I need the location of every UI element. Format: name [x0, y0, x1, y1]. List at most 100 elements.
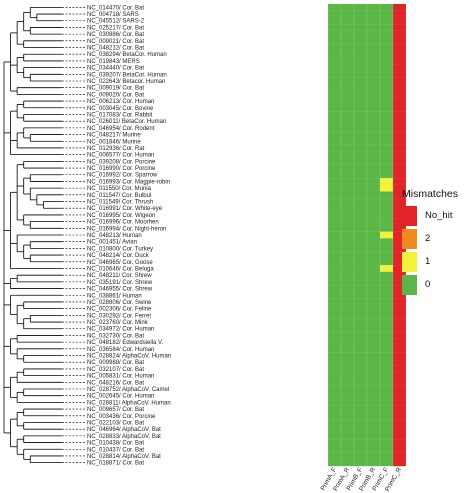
heatmap-cell [354, 198, 367, 206]
tip-label: NC_004718/ SARS [87, 12, 139, 18]
heatmap-cell [393, 452, 406, 460]
tip-leader-lines [62, 7, 86, 463]
heatmap-cell [341, 224, 354, 232]
heatmap-cell [328, 50, 341, 58]
tip-label: NC_046955/ Cor. Shrew [87, 287, 153, 293]
heatmap-cell [354, 432, 367, 440]
heatmap-cell [354, 338, 367, 346]
heatmap-cell [367, 4, 380, 11]
heatmap-cell [367, 191, 380, 199]
tip-label: NC_019843/ MERS [87, 59, 140, 65]
tip-label: NC_023760/ Cor. Mink [87, 320, 149, 326]
heatmap-cell [354, 452, 367, 460]
tip-label: NC_048217/ Murine [87, 133, 141, 139]
heatmap-cell [367, 64, 380, 72]
heatmap-cell [367, 432, 380, 440]
heatmap-cell [341, 50, 354, 58]
tip-label: NC_002645/ Cor. Human [87, 394, 154, 400]
legend-title: Mismatches [402, 188, 459, 200]
tip-label: NC_016992/ Cor. Sparrow [87, 173, 158, 179]
heatmap-cell [380, 452, 393, 460]
heatmap-cell [354, 17, 367, 25]
heatmap-cell [393, 131, 406, 139]
heatmap-cell [367, 77, 380, 85]
heatmap-cell [367, 30, 380, 38]
heatmap-cell [380, 425, 393, 433]
heatmap-cell [341, 164, 354, 172]
heatmap-cell [341, 399, 354, 406]
heatmap-cell [367, 365, 380, 373]
tip-label: NC_001846/ Murine [87, 139, 141, 145]
heatmap-cell [341, 378, 354, 386]
heatmap-cell [367, 405, 380, 413]
heatmap-cell [380, 365, 393, 373]
tip-label: NC_028814/ AlphaCoV. Bat [87, 454, 161, 460]
heatmap-cell [328, 372, 341, 380]
heatmap-cell [367, 392, 380, 400]
heatmap-cell [328, 365, 341, 373]
heatmap-cell [380, 124, 393, 132]
heatmap-cell [354, 91, 367, 98]
heatmap-cell [341, 445, 354, 453]
tip-label: NC_032730/ Cor. Bat [87, 333, 144, 339]
heatmap-cell [367, 345, 380, 353]
heatmap-cell [341, 111, 354, 118]
heatmap-cell [341, 84, 354, 92]
heatmap-cell [393, 151, 406, 159]
tip-label: NC_048213/ Human [87, 233, 142, 239]
heatmap-cell [341, 37, 354, 45]
heatmap-cell [328, 164, 341, 172]
heatmap-cell [341, 64, 354, 72]
heatmap-cell [380, 24, 393, 31]
legend-swatch [402, 228, 417, 249]
heatmap-cell [354, 425, 367, 433]
heatmap-cell [367, 325, 380, 333]
heatmap-cell [393, 84, 406, 92]
heatmap-cell [354, 164, 367, 172]
heatmap-cell [328, 265, 341, 272]
heatmap-cell [341, 405, 354, 413]
heatmap-cell [328, 245, 341, 252]
tip-label: NC_010800/ Cor. Turkey [87, 246, 153, 252]
mismatch-legend: Mismatches No_hit 2 1 0 [402, 188, 474, 296]
heatmap-cell [341, 184, 354, 192]
heatmap-cell [341, 305, 354, 313]
heatmap-cell [380, 4, 393, 11]
tip-label: NC_016996/ Cor. Moorhen [87, 220, 159, 226]
heatmap-cell [393, 332, 406, 339]
heatmap-cell [367, 198, 380, 206]
heatmap-cell [328, 378, 341, 386]
tip-label: NC_048216/ Cor. Bat [87, 380, 144, 386]
heatmap-cell [354, 30, 367, 38]
heatmap-cell [328, 278, 341, 286]
heatmap-cell [367, 218, 380, 226]
tip-label: NC_048211/ Cor. Shrew [87, 273, 152, 279]
heatmap-cell [354, 144, 367, 152]
heatmap-cell [341, 245, 354, 252]
legend-item: No_hit [402, 204, 474, 227]
heatmap-cell [341, 24, 354, 31]
heatmap-cell [393, 158, 406, 165]
heatmap-cell [354, 124, 367, 132]
heatmap-cell [393, 318, 406, 326]
tip-label: NC_039208/ Cor. Porcine [87, 159, 156, 165]
heatmap-cell [341, 278, 354, 286]
heatmap-cell [354, 298, 367, 306]
tip-label: NC_009019/ Cor. Bat [87, 86, 144, 92]
heatmap-cell [380, 117, 393, 125]
heatmap-cell [393, 392, 406, 400]
heatmap-cell [393, 365, 406, 373]
heatmap-cell [354, 278, 367, 286]
heatmap-cell [328, 358, 341, 366]
heatmap-cell [341, 419, 354, 426]
tip-label: NC_010438/ Cor. Bat [87, 441, 144, 447]
heatmap-cell [328, 151, 341, 159]
heatmap-cell [380, 412, 393, 420]
heatmap-cell [341, 10, 354, 18]
heatmap-cell [341, 198, 354, 206]
heatmap-cell [393, 439, 406, 447]
heatmap-cell [380, 439, 393, 447]
heatmap-cell [328, 325, 341, 333]
heatmap-cell [380, 218, 393, 226]
heatmap-cell [393, 412, 406, 420]
